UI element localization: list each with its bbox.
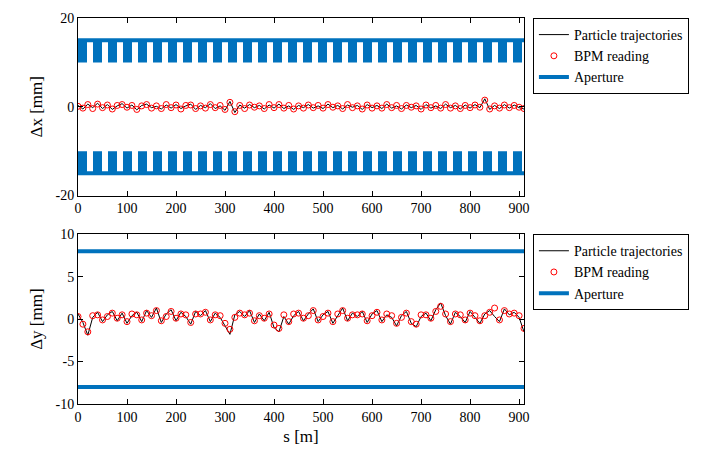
- svg-text:400: 400: [264, 201, 285, 216]
- svg-text:100: 100: [117, 410, 138, 425]
- svg-text:300: 300: [215, 201, 236, 216]
- svg-text:0: 0: [75, 410, 82, 425]
- svg-text:Particle trajectories: Particle trajectories: [574, 244, 682, 259]
- svg-text:20: 20: [60, 11, 74, 26]
- svg-text:-5: -5: [63, 354, 75, 369]
- svg-text:600: 600: [362, 201, 383, 216]
- svg-text:300: 300: [215, 410, 236, 425]
- svg-text:0: 0: [67, 100, 74, 115]
- svg-text:s [m]: s [m]: [283, 427, 318, 446]
- svg-text:Particle trajectories: Particle trajectories: [574, 28, 682, 43]
- svg-text:BPM reading: BPM reading: [574, 49, 649, 64]
- svg-text:Aperture: Aperture: [574, 287, 624, 302]
- svg-text:0: 0: [67, 312, 74, 327]
- svg-text:400: 400: [264, 410, 285, 425]
- svg-text:-20: -20: [56, 188, 75, 203]
- svg-text:100: 100: [117, 201, 138, 216]
- svg-text:700: 700: [411, 201, 432, 216]
- svg-text:BPM reading: BPM reading: [574, 265, 649, 280]
- svg-text:10: 10: [60, 227, 74, 242]
- svg-text:700: 700: [411, 410, 432, 425]
- svg-text:5: 5: [67, 270, 74, 285]
- svg-text:500: 500: [313, 201, 334, 216]
- svg-text:800: 800: [460, 410, 481, 425]
- svg-text:Aperture: Aperture: [574, 70, 624, 85]
- svg-text:900: 900: [509, 201, 530, 216]
- svg-text:-10: -10: [56, 397, 75, 412]
- svg-text:Δx [mm]: Δx [mm]: [27, 76, 46, 137]
- svg-text:800: 800: [460, 201, 481, 216]
- svg-text:200: 200: [166, 410, 187, 425]
- svg-text:600: 600: [362, 410, 383, 425]
- svg-text:Δy [mm]: Δy [mm]: [27, 288, 46, 349]
- svg-text:0: 0: [75, 201, 82, 216]
- svg-text:200: 200: [166, 201, 187, 216]
- svg-text:500: 500: [313, 410, 334, 425]
- svg-text:900: 900: [509, 410, 530, 425]
